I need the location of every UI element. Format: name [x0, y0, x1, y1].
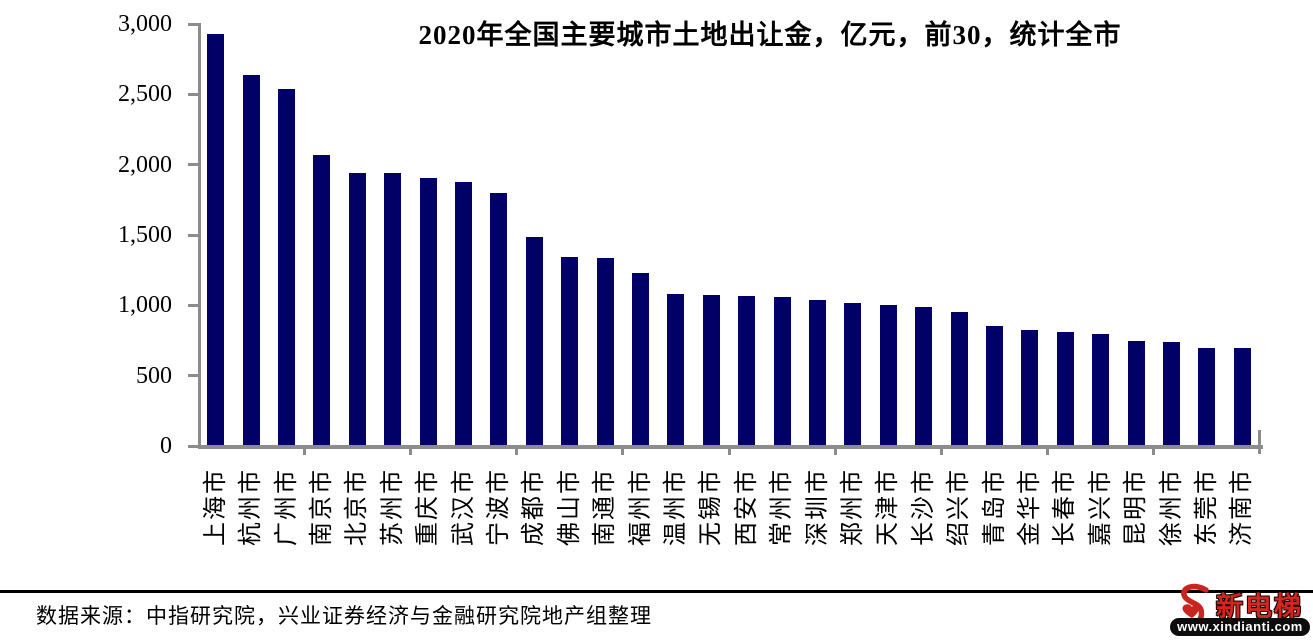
bar [455, 182, 472, 446]
x-axis-tick [515, 445, 519, 455]
x-axis-tick [939, 445, 943, 455]
x-axis-label: 无锡市 [698, 468, 725, 546]
x-axis-label: 长沙市 [910, 468, 937, 546]
x-axis-line [198, 445, 1263, 449]
bar [490, 193, 508, 446]
x-axis-label: 绍兴市 [946, 468, 973, 546]
bar [278, 89, 295, 446]
x-axis-label: 南京市 [308, 468, 335, 546]
bar [419, 178, 437, 446]
x-axis-tick [833, 445, 837, 455]
bar [596, 258, 614, 446]
y-axis-tick-label: 1,000 [118, 292, 172, 319]
bar [1163, 342, 1180, 446]
x-axis-label: 天津市 [875, 468, 902, 546]
y-axis-tick-label: 1,500 [118, 222, 172, 248]
brand-name: 新电梯 [1216, 592, 1303, 622]
x-axis-tick [727, 445, 731, 455]
bar [844, 303, 862, 446]
y-axis-tick [188, 22, 198, 26]
x-axis-label: 徐州市 [1158, 468, 1185, 546]
x-axis-tick [621, 445, 625, 455]
y-axis-line [198, 23, 201, 449]
x-axis-label: 郑州市 [839, 468, 866, 546]
x-axis-label: 温州市 [662, 468, 689, 546]
x-axis-tick [1046, 445, 1050, 455]
x-axis-label: 深圳市 [804, 468, 831, 546]
bar [879, 305, 897, 446]
bar [986, 326, 1003, 446]
x-axis-label: 上海市 [202, 468, 229, 546]
x-axis-label: 嘉兴市 [1087, 468, 1114, 546]
bar [561, 257, 579, 446]
x-axis-label: 佛山市 [556, 468, 583, 546]
x-axis-tick [302, 445, 306, 455]
y-axis-tick-label: 2,500 [118, 81, 172, 108]
x-axis-label: 南通市 [592, 468, 619, 546]
bar [525, 237, 543, 446]
bar [950, 312, 968, 446]
x-axis-label: 宁波市 [485, 468, 512, 546]
x-axis-label: 青岛市 [981, 468, 1008, 546]
y-axis-tick [188, 233, 198, 237]
x-axis-label: 北京市 [344, 468, 371, 546]
y-axis-tick-label: 500 [136, 362, 172, 389]
x-axis-end-tick [1258, 430, 1261, 454]
x-axis-label: 福州市 [627, 468, 654, 546]
bar [1198, 348, 1216, 446]
bar [242, 75, 260, 446]
xindianti-watermark: 新电梯 www.xindianti.com [1166, 579, 1313, 639]
x-axis-label: 西安市 [733, 468, 760, 546]
bar [1021, 330, 1039, 446]
footer-divider [0, 590, 1313, 593]
x-axis-label: 东莞市 [1193, 468, 1220, 546]
chart-title: 2020年全国主要城市土地出让金，亿元，前30，统计全市 [418, 20, 1122, 50]
bar [738, 296, 756, 446]
y-axis-tick-label: 2,000 [118, 151, 172, 178]
y-axis-tick [188, 92, 198, 96]
bar [1056, 332, 1074, 446]
bar [313, 155, 331, 446]
brand-url: www.xindianti.com [1170, 618, 1310, 636]
x-axis-label: 昆明市 [1123, 468, 1150, 546]
x-axis-label: 金华市 [1016, 468, 1043, 546]
x-axis-label: 成都市 [521, 468, 548, 546]
x-axis-label: 杭州市 [238, 468, 265, 546]
bar [384, 173, 402, 446]
data-source-note: 数据来源：中指研究院，兴业证券经济与金融研究院地产组整理 [36, 604, 652, 628]
bar [1233, 348, 1251, 446]
bar [915, 307, 933, 446]
x-axis-label: 武汉市 [450, 468, 477, 546]
bar [773, 297, 791, 446]
x-axis-label: 广州市 [273, 468, 300, 546]
x-axis-label: 济南市 [1229, 468, 1256, 546]
x-axis-tick [408, 445, 412, 455]
y-axis-tick [188, 374, 198, 378]
bar [1127, 341, 1145, 446]
x-axis-label: 常州市 [769, 468, 796, 546]
x-axis-label: 长春市 [1052, 468, 1079, 546]
x-axis-tick [1152, 445, 1156, 455]
bar [702, 295, 720, 446]
bar [348, 173, 366, 446]
x-axis-label: 重庆市 [415, 468, 442, 546]
bar [1092, 334, 1110, 446]
x-axis-label: 苏州市 [379, 468, 406, 546]
y-axis-tick-label: 3,000 [118, 11, 172, 37]
y-axis-tick [188, 444, 198, 448]
y-axis-tick [188, 303, 198, 307]
bar [809, 300, 826, 446]
bar [667, 294, 685, 446]
bar [632, 273, 649, 446]
bar [207, 34, 225, 446]
y-axis-tick-label: 0 [160, 433, 172, 459]
y-axis-tick [188, 163, 198, 167]
